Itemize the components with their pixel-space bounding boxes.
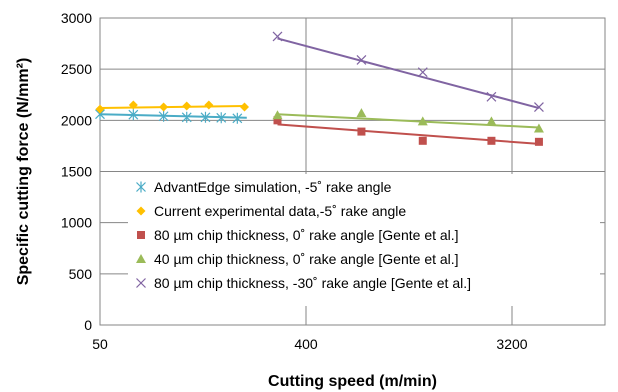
data-point-series-3 <box>357 127 366 136</box>
trendline-series-3 <box>277 123 540 145</box>
data-point-series-1 <box>232 112 243 124</box>
legend-entry-label: AdvantEdge simulation, -5˚ rake angle <box>154 179 392 195</box>
trendline-series-4 <box>277 113 539 129</box>
data-point-series-4 <box>486 116 497 126</box>
data-point-series-5 <box>272 31 283 42</box>
data-point-series-5 <box>534 102 544 112</box>
y-tick-label: 2500 <box>61 61 92 77</box>
data-point-series-1 <box>200 111 211 123</box>
y-tick-label: 0 <box>84 317 92 333</box>
data-point-series-2 <box>239 102 249 112</box>
legend-entry-label: Current experimental data,-5˚ rake angle <box>154 203 406 219</box>
data-point-series-2 <box>204 100 214 110</box>
x-axis-ticks: 50 400 3200 <box>92 336 528 352</box>
legend-entry-label: 80 µm chip thickness, -30˚ rake angle [G… <box>154 275 471 291</box>
data-point-series-3 <box>273 116 282 125</box>
markers <box>95 31 544 146</box>
x-tick-label: 3200 <box>496 336 527 352</box>
y-tick-label: 3000 <box>61 10 92 26</box>
data-point-series-4 <box>356 108 367 118</box>
legend-marker <box>136 181 146 193</box>
data-point-series-2 <box>95 104 105 114</box>
data-point-series-5 <box>356 55 367 65</box>
data-point-series-3 <box>534 137 543 146</box>
data-point-series-4 <box>417 116 428 126</box>
data-point-series-3 <box>418 136 427 145</box>
plot-frame <box>99 17 606 326</box>
legend-marker <box>136 278 146 288</box>
legend-entry-label: 80 µm chip thickness, 0˚ rake angle [Gen… <box>154 227 459 243</box>
data-point-series-1 <box>128 109 139 121</box>
y-tick-label: 1000 <box>61 215 92 231</box>
legend-background <box>128 174 600 306</box>
data-point-series-3 <box>487 136 496 145</box>
data-point-series-1 <box>216 112 227 124</box>
y-tick-label: 500 <box>69 266 93 282</box>
legend-entry-label: 40 µm chip thickness, 0˚ rake angle [Gen… <box>154 251 459 267</box>
y-tick-label: 2000 <box>61 112 92 128</box>
data-point-series-4 <box>272 110 283 120</box>
data-point-series-2 <box>159 102 169 112</box>
y-axis-ticks: 0 500 1000 1500 2000 2500 3000 <box>61 10 92 333</box>
legend-marker <box>137 231 145 239</box>
data-point-series-5 <box>486 91 497 102</box>
data-point-series-2 <box>128 100 138 110</box>
trendlines <box>99 37 540 145</box>
x-tick-label: 50 <box>92 336 108 352</box>
data-point-series-4 <box>533 123 544 133</box>
trendline-series-5 <box>277 37 540 110</box>
trendline-series-2 <box>99 105 245 110</box>
y-axis-title: Specific cutting force (N/mm²) <box>15 58 32 286</box>
legend-marker <box>136 254 146 263</box>
x-tick-label: 400 <box>294 336 318 352</box>
data-point-series-5 <box>417 67 428 78</box>
legend: AdvantEdge simulation, -5˚ rake angle Cur… <box>128 174 600 306</box>
y-tick-label: 1500 <box>61 164 92 180</box>
data-point-series-2 <box>182 101 192 111</box>
x-axis-title: Cutting speed (m/min) <box>268 373 437 390</box>
legend-marker <box>136 206 146 216</box>
data-point-series-1 <box>158 110 169 122</box>
data-point-series-1 <box>181 111 192 123</box>
